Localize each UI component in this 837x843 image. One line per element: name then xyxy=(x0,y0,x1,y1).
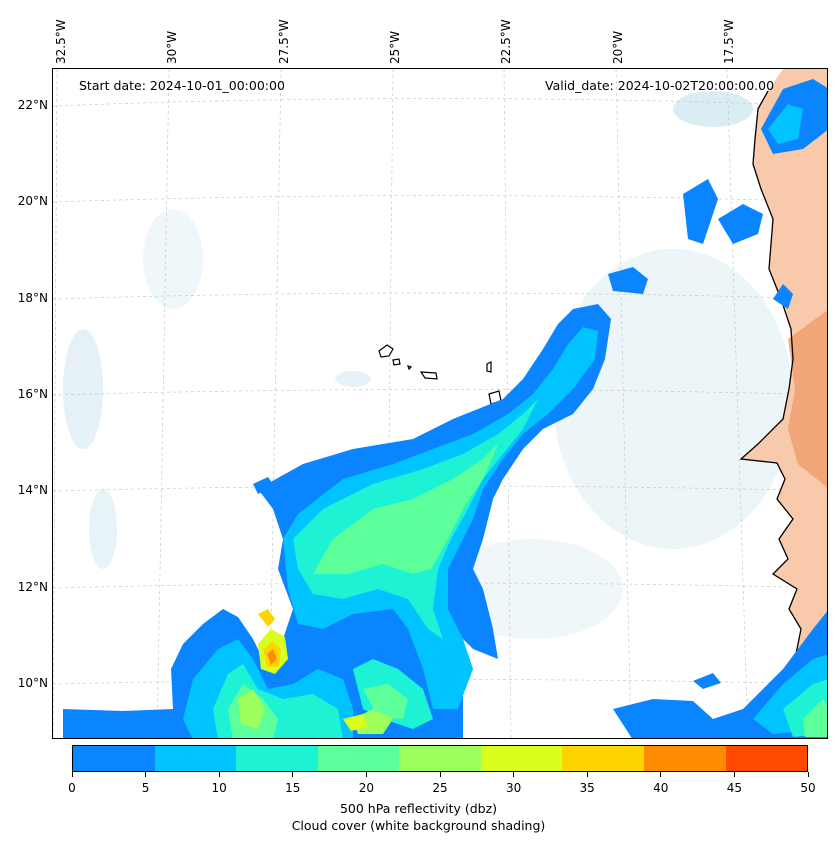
colorbar-segment xyxy=(73,746,155,771)
africa-land-warm xyxy=(788,310,827,488)
lat-label-18n: 18°N xyxy=(17,291,48,305)
colorbar xyxy=(72,745,808,772)
colorbar-segment xyxy=(317,746,400,771)
colorbar-tick-label: 35 xyxy=(579,781,595,795)
map-panel xyxy=(52,68,828,739)
colorbar-tick-label: 50 xyxy=(800,781,816,795)
valid-date-label: Valid_date: 2024-10-02T20:00:00.00 xyxy=(545,78,775,93)
start-date-label: Start date: 2024-10-01_00:00:00 xyxy=(79,78,285,93)
colorbar-tick xyxy=(292,772,294,777)
colorbar-segment xyxy=(562,746,644,771)
lat-label-10n: 10°N xyxy=(17,676,48,690)
colorbar-tick-label: 5 xyxy=(141,781,150,795)
africa-land xyxy=(741,69,827,738)
lat-label-20n: 20°N xyxy=(17,194,48,208)
map-canvas xyxy=(53,69,827,738)
colorbar-tick-label: 15 xyxy=(285,781,301,795)
colorbar-tick xyxy=(218,772,220,777)
lat-label-14n: 14°N xyxy=(17,483,48,497)
lat-label-22n: 22°N xyxy=(17,98,48,112)
lon-label-30w: 30°W xyxy=(165,30,179,64)
cape-verde-islands xyxy=(378,344,502,405)
colorbar-tick-label: 0 xyxy=(68,781,76,795)
colorbar-tick-label: 45 xyxy=(726,781,743,795)
colorbar-tick xyxy=(71,772,73,777)
colorbar-segment xyxy=(399,746,481,771)
coastline xyxy=(739,90,818,738)
colorbar-tick xyxy=(145,772,147,777)
colorbar-segment xyxy=(236,746,318,771)
colorbar-tick xyxy=(513,772,515,777)
colorbar-tick-label: 25 xyxy=(432,781,448,795)
lon-label-32-5w: 32.5°W xyxy=(54,19,68,64)
lon-label-27-5w: 27.5°W xyxy=(277,19,291,64)
lat-label-12n: 12°N xyxy=(17,580,48,594)
colorbar-tick xyxy=(733,772,735,777)
lon-label-25w: 25°W xyxy=(388,30,402,64)
colorbar-segment xyxy=(154,746,237,771)
colorbar-tick-label: 10 xyxy=(211,781,227,795)
colorbar-label-line1: 500 hPa reflectivity (dbz) xyxy=(339,801,498,816)
colorbar-tick xyxy=(439,772,441,777)
colorbar-tick xyxy=(586,772,588,777)
lon-label-22-5w: 22.5°W xyxy=(499,19,513,64)
colorbar-tick xyxy=(660,772,662,777)
colorbar-tick-label: 30 xyxy=(505,781,522,795)
lon-label-17-5w: 17.5°W xyxy=(722,19,736,64)
colorbar-tick-label: 20 xyxy=(358,781,375,795)
colorbar-label-line2: Cloud cover (white background shading) xyxy=(291,818,546,833)
lon-label-20w: 20°W xyxy=(611,30,625,64)
colorbar-segment xyxy=(725,746,808,771)
colorbar-segment xyxy=(480,746,563,771)
lat-label-16n: 16°N xyxy=(17,387,48,401)
colorbar-segment xyxy=(643,746,726,771)
colorbar-tick xyxy=(807,772,809,777)
reflectivity-field xyxy=(63,79,827,738)
colorbar-tick-label: 40 xyxy=(653,781,669,795)
colorbar-tick xyxy=(365,772,367,777)
